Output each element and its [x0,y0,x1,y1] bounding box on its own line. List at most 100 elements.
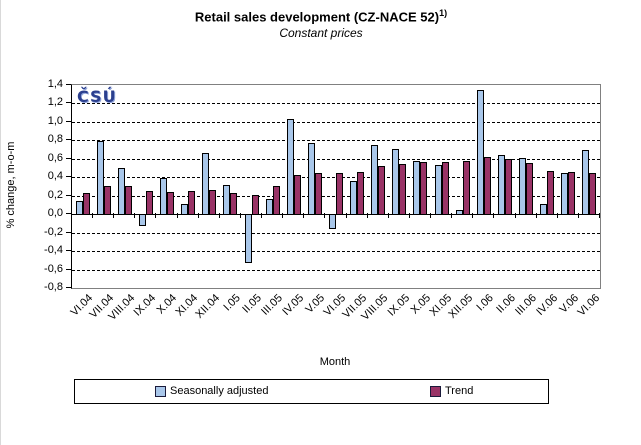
bar-trend-XI.04 [188,191,196,216]
bar-trend-XI.05 [441,162,449,216]
x-tick-mark [345,213,347,219]
bar-trend-II.05 [251,195,259,216]
bar-seasonally-adjusted-II.05 [244,214,252,264]
x-tick-label-IX.04: IX.04 [131,292,159,319]
bar-seasonally-adjusted-IV.06 [540,204,548,216]
bar-seasonally-adjusted-IX.05 [392,149,400,216]
x-tick-mark [324,213,326,219]
x-tick-label-IV.05: IV.05 [280,292,307,318]
bar-seasonally-adjusted-VII.04 [96,141,104,216]
x-tick-label-VI.06: VI.06 [575,292,602,319]
bar-trend-IV.06 [547,171,555,216]
bar-seasonally-adjusted-XII.04 [202,153,210,216]
x-tick-label-XII.04: XII.04 [192,292,222,321]
y-tick-label-1,0: 1,0 [47,114,63,127]
bar-seasonally-adjusted-VI.05 [329,214,336,230]
y-tick-mark [66,157,71,159]
y-tick-mark [66,176,71,178]
x-tick-mark [134,213,136,219]
y-tick-label-1,4: 1,4 [47,78,63,90]
bar-seasonally-adjusted-IX.04 [138,214,146,227]
y-tick-mark [66,139,71,141]
y-tick-label-0,0: 0,0 [47,207,63,220]
x-tick-mark [514,213,516,219]
x-tick-mark [282,213,284,219]
x-tick-mark [577,213,579,219]
seasonally-adjusted-swatch-icon [155,385,166,397]
bar-seasonally-adjusted-V.06 [561,173,569,216]
y-tick-mark [66,231,71,233]
bar-seasonally-adjusted-VIII.04 [117,168,125,216]
y-tick-mark [66,120,71,122]
gridline--0,2 [72,232,600,234]
x-tick-mark [408,213,410,219]
bar-seasonally-adjusted-XII.05 [455,210,463,216]
bar-trend-II.06 [504,159,512,216]
legend-label-trend: Trend [445,385,474,397]
bar-trend-X.04 [167,192,175,216]
title-block: Retail sales development (CZ-NACE 52)1) … [1,8,641,40]
bar-trend-I.06 [483,157,491,216]
bar-trend-VI.05 [336,173,343,216]
x-tick-label-IX.05: IX.05 [385,292,412,319]
gridline-1,0 [72,121,600,123]
bar-trend-VII.04 [103,186,111,216]
x-tick-mark [493,213,495,219]
bar-seasonally-adjusted-VI.04 [75,201,83,216]
bar-trend-IX.04 [145,191,153,216]
x-tick-mark [535,213,537,219]
y-tick-label--0,8: -0,8 [44,281,63,293]
bar-trend-IX.05 [399,164,407,216]
legend-label-seasonally-adjusted: Seasonally adjusted [170,385,269,397]
bar-trend-X.05 [420,162,428,216]
bar-trend-XII.04 [209,190,217,216]
x-tick-mark [261,213,263,219]
x-tick-mark [197,213,199,219]
x-tick-mark [556,213,558,219]
y-tick-mark [66,84,71,85]
bar-trend-V.06 [568,172,576,216]
bar-seasonally-adjusted-III.05 [265,199,273,216]
bar-seasonally-adjusted-V.05 [307,143,315,216]
x-tick-label-I.05: I.05 [221,292,243,314]
bar-seasonally-adjusted-VI.06 [582,150,590,216]
bar-seasonally-adjusted-III.06 [519,158,527,216]
y-tick-label-0,6: 0,6 [47,151,63,164]
bar-trend-III.05 [272,186,280,216]
x-tick-label-IV.06: IV.06 [533,292,560,318]
bar-trend-I.05 [230,193,238,216]
bar-trend-IV.05 [293,175,301,216]
x-tick-mark [472,213,474,219]
bar-trend-III.06 [526,163,534,216]
bar-seasonally-adjusted-I.05 [223,185,231,216]
y-tick-label--0,6: -0,6 [44,262,63,275]
bar-trend-VIII.05 [378,166,386,216]
y-tick-mark [66,102,71,104]
x-tick-mark [71,213,72,219]
x-tick-mark [155,213,157,219]
bar-trend-VIII.04 [124,186,132,216]
gridline-0,8 [72,140,600,142]
x-axis-title: Month [319,356,351,368]
x-tick-mark [451,213,453,219]
legend-item-trend: Trend [430,385,473,397]
trend-swatch-icon [430,385,441,397]
bar-seasonally-adjusted-VIII.05 [371,145,379,216]
gridline-0,6 [72,158,600,160]
bar-seasonally-adjusted-I.06 [476,90,484,216]
bar-trend-V.05 [314,173,322,216]
gridline--0,4 [72,251,600,253]
y-tick-label--0,2: -0,2 [44,225,63,238]
y-tick-mark [66,268,71,270]
bar-seasonally-adjusted-XI.05 [434,165,442,216]
x-tick-label-II.05: II.05 [240,292,265,316]
bar-seasonally-adjusted-IV.05 [286,119,294,216]
x-tick-mark [239,213,241,219]
bar-seasonally-adjusted-X.04 [160,178,168,216]
bar-seasonally-adjusted-VII.05 [350,181,358,216]
bar-trend-VII.05 [357,172,365,216]
y-tick-mark [66,287,71,288]
csu-logo: ČSÚ [77,87,117,106]
x-tick-mark [366,213,368,219]
